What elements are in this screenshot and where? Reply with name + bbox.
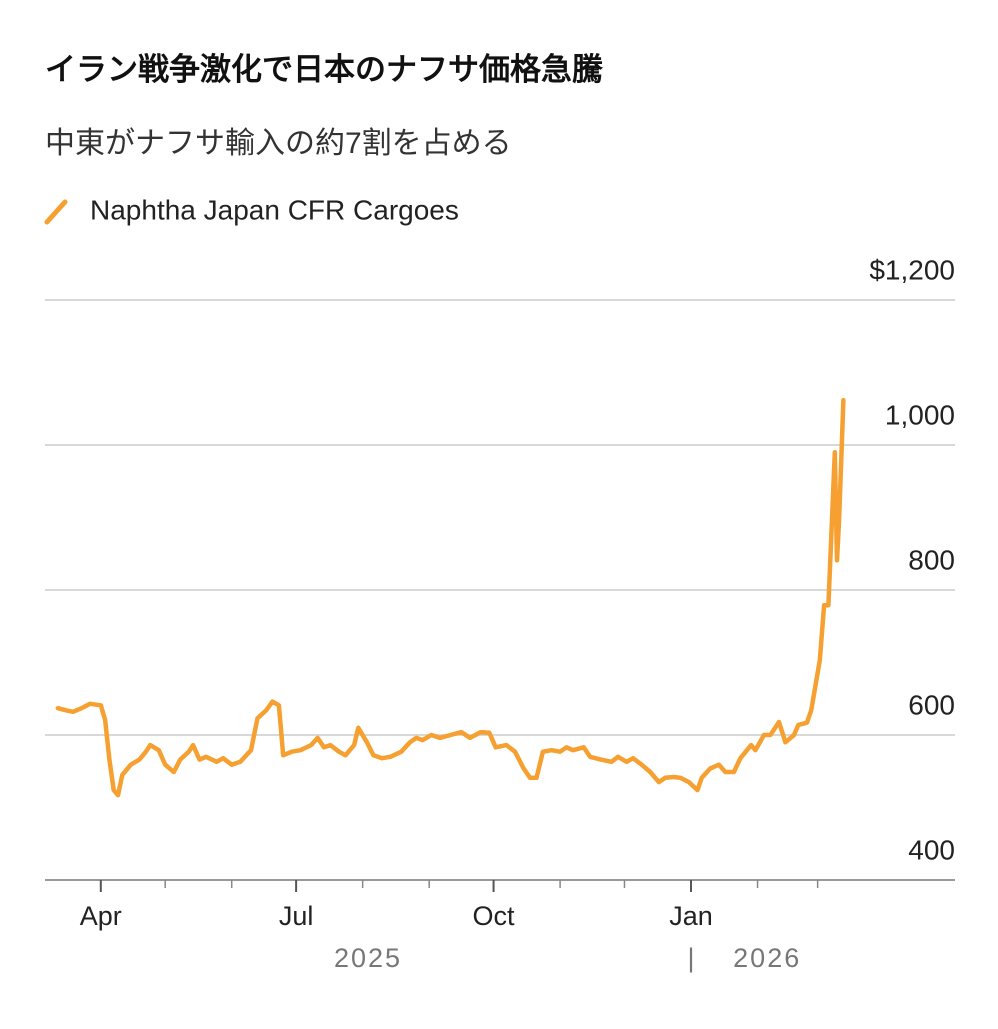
y-tick-label: 600: [908, 689, 955, 720]
chart-subtitle: 中東がナフサ輸入の約7割を占める: [45, 127, 512, 160]
legend-swatch: [44, 199, 68, 225]
x-tick-label: Apr: [80, 901, 122, 931]
chart-title: イラン戦争激化で日本のナフサ価格急騰: [45, 52, 603, 87]
y-tick-label: $1,200: [869, 254, 955, 285]
x-tick-label: Oct: [473, 901, 516, 931]
year-separator: |: [688, 943, 695, 973]
line: [55, 397, 846, 798]
year-label: 2026: [733, 943, 801, 973]
y-tick-label: 800: [908, 544, 955, 575]
x-tick-label: Jan: [669, 901, 713, 931]
legend-label: Naphtha Japan CFR Cargoes: [90, 194, 459, 225]
year-label: 2025: [334, 943, 402, 973]
y-tick-label: 400: [908, 834, 955, 865]
x-tick-label: Jul: [279, 901, 314, 931]
y-tick-label: 1,000: [885, 399, 955, 430]
